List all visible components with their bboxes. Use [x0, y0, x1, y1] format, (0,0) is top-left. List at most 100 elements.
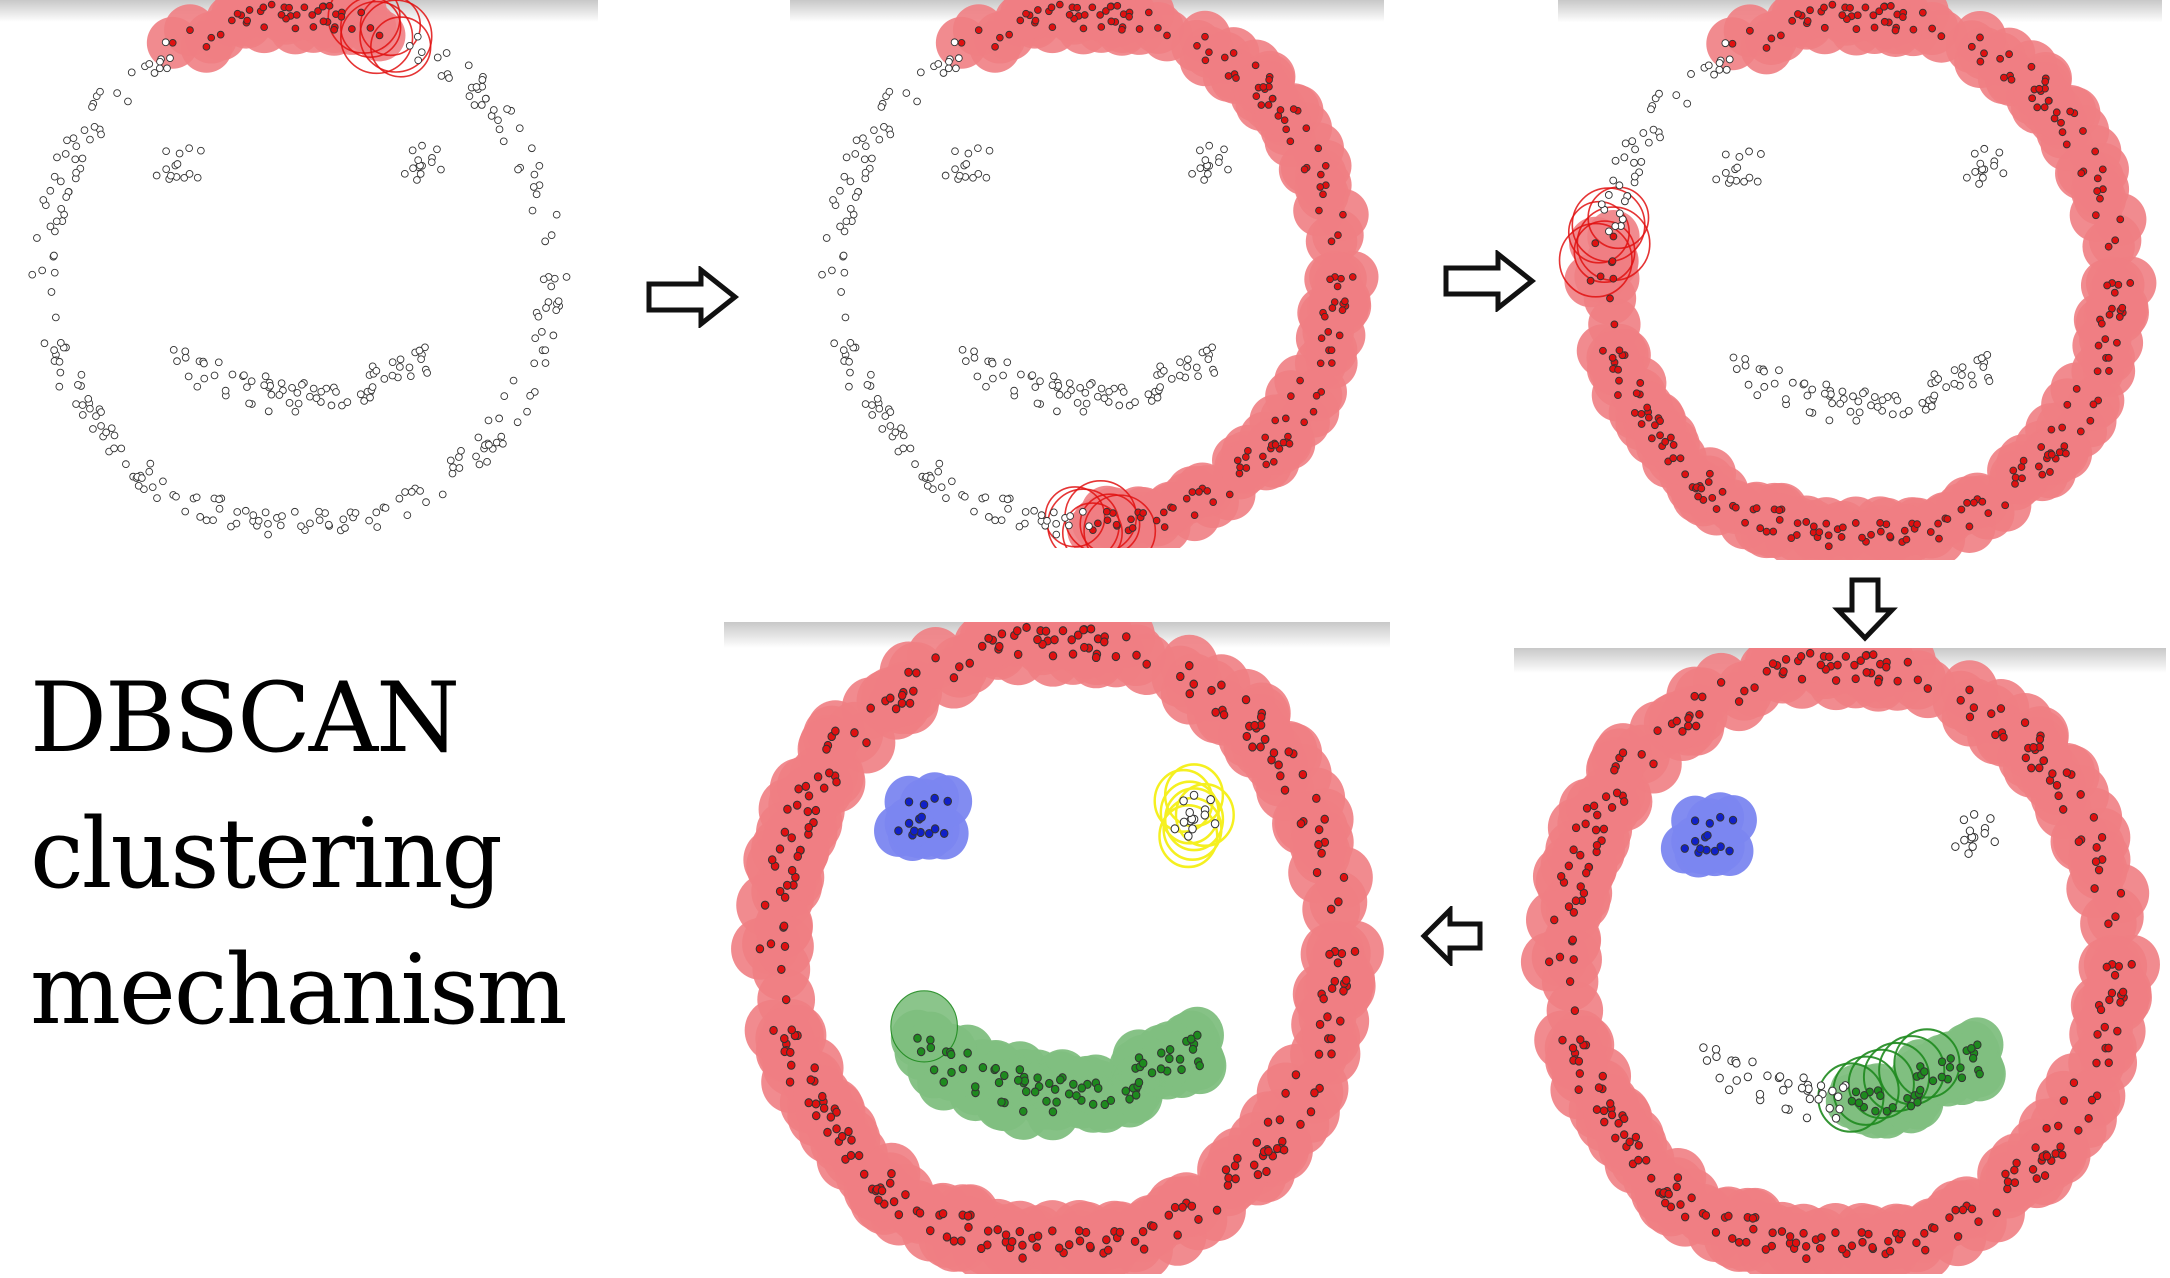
- unvisited-point: [499, 137, 508, 146]
- core-point: [2062, 768, 2072, 778]
- right-eye-point: [1185, 807, 1194, 818]
- unvisited-point: [495, 414, 503, 423]
- core-point: [1694, 492, 1702, 501]
- core-point: [2115, 313, 2124, 321]
- unvisited-point: [899, 431, 908, 440]
- mouth-point: [1013, 1075, 1023, 1085]
- mouth-point: [405, 363, 414, 372]
- core-point: [1163, 31, 1171, 40]
- core-point: [1187, 1201, 1197, 1211]
- unvisited-point: [209, 516, 217, 525]
- unvisited-point: [74, 380, 82, 389]
- core-point: [949, 673, 959, 683]
- mouth-point: [1985, 377, 1994, 386]
- core-point: [897, 690, 907, 700]
- core-point: [1841, 651, 1851, 661]
- mouth-point: [1831, 1113, 1841, 1123]
- unvisited-point: [84, 394, 93, 403]
- unvisited-point: [324, 520, 333, 529]
- left-eye-point: [930, 793, 939, 803]
- core-point: [1068, 649, 1078, 659]
- mouth-point: [245, 399, 253, 408]
- core-point: [1705, 469, 1714, 478]
- mouth-point: [1077, 1083, 1087, 1093]
- unvisited-point: [846, 177, 855, 186]
- core-point: [1611, 1133, 1620, 1143]
- core-point: [1619, 1130, 1629, 1139]
- core-point: [1048, 23, 1057, 32]
- mouth-point: [285, 399, 294, 407]
- mouth-point: [1835, 1104, 1844, 1114]
- core-point: [909, 686, 918, 696]
- core-point: [810, 1063, 819, 1073]
- mouth-point: [1028, 371, 1037, 380]
- mouth-point: [368, 383, 377, 391]
- unvisited-point: [935, 459, 944, 468]
- core-point: [2105, 367, 2113, 375]
- cluster-halo-layer: [731, 622, 1384, 1274]
- mouth-point: [1973, 1040, 1982, 1050]
- left-eye-point: [917, 812, 926, 822]
- unvisited-point: [552, 210, 561, 219]
- core-point: [2003, 1184, 2012, 1194]
- core-point: [801, 781, 811, 791]
- core-point: [1582, 803, 1592, 813]
- unvisited-point: [541, 237, 550, 246]
- unvisited-point: [1656, 133, 1664, 142]
- unvisited-point: [422, 498, 430, 506]
- unvisited-point: [1620, 153, 1629, 162]
- core-point: [308, 11, 317, 19]
- core-point: [1697, 484, 1706, 493]
- core-point: [1695, 710, 1704, 719]
- core-point: [777, 964, 786, 974]
- core-point: [1079, 24, 1088, 33]
- right-eye-point: [409, 164, 417, 173]
- unvisited-point: [341, 524, 349, 532]
- unvisited-point: [1621, 197, 1629, 206]
- mouth-point: [1833, 1092, 1843, 1102]
- mouth-point: [958, 345, 967, 354]
- core-point: [1742, 1237, 1751, 1247]
- core-point: [2110, 288, 2119, 297]
- core-point: [862, 738, 871, 748]
- mouth-point: [1106, 1095, 1116, 1105]
- unvisited-point: [867, 370, 875, 379]
- mouth-point: [1086, 380, 1094, 389]
- core-point: [1779, 667, 1788, 676]
- unvisited-point: [470, 101, 479, 109]
- unvisited-point: [1683, 99, 1692, 108]
- core-point: [1637, 420, 1646, 428]
- mouth-point: [1119, 388, 1128, 396]
- core-point: [1115, 1227, 1125, 1237]
- core-point: [1319, 994, 1328, 1004]
- core-point: [2102, 962, 2111, 972]
- core-point: [1793, 519, 1802, 528]
- core-point: [957, 38, 966, 47]
- unvisited-point: [886, 408, 895, 416]
- core-point: [1791, 1238, 1801, 1248]
- unvisited-point: [290, 507, 299, 516]
- mouth-point: [999, 371, 1007, 380]
- unvisited-point: [547, 231, 556, 239]
- unvisited-point: [321, 509, 329, 517]
- left-eye-point: [197, 146, 205, 155]
- core-point: [804, 1098, 813, 1108]
- mouth-point: [1950, 379, 1959, 388]
- core-point: [1831, 1228, 1840, 1237]
- mouth-point: [1195, 1061, 1204, 1071]
- core-point: [1289, 105, 1298, 113]
- mouth-point: [1208, 343, 1216, 352]
- core-point: [1967, 42, 1976, 51]
- core-point: [1224, 1173, 1233, 1183]
- right-eye-point: [1201, 156, 1210, 164]
- core-point: [1644, 413, 1653, 422]
- unvisited-point: [395, 494, 404, 503]
- right-eye-point: [1980, 828, 1989, 838]
- unvisited-point: [991, 516, 999, 525]
- core-point: [1190, 511, 1199, 520]
- core-point: [2010, 1178, 2020, 1187]
- core-point: [1882, 520, 1891, 529]
- right-eye-point: [1206, 795, 1215, 805]
- core-point: [1661, 437, 1670, 446]
- core-point: [783, 804, 792, 814]
